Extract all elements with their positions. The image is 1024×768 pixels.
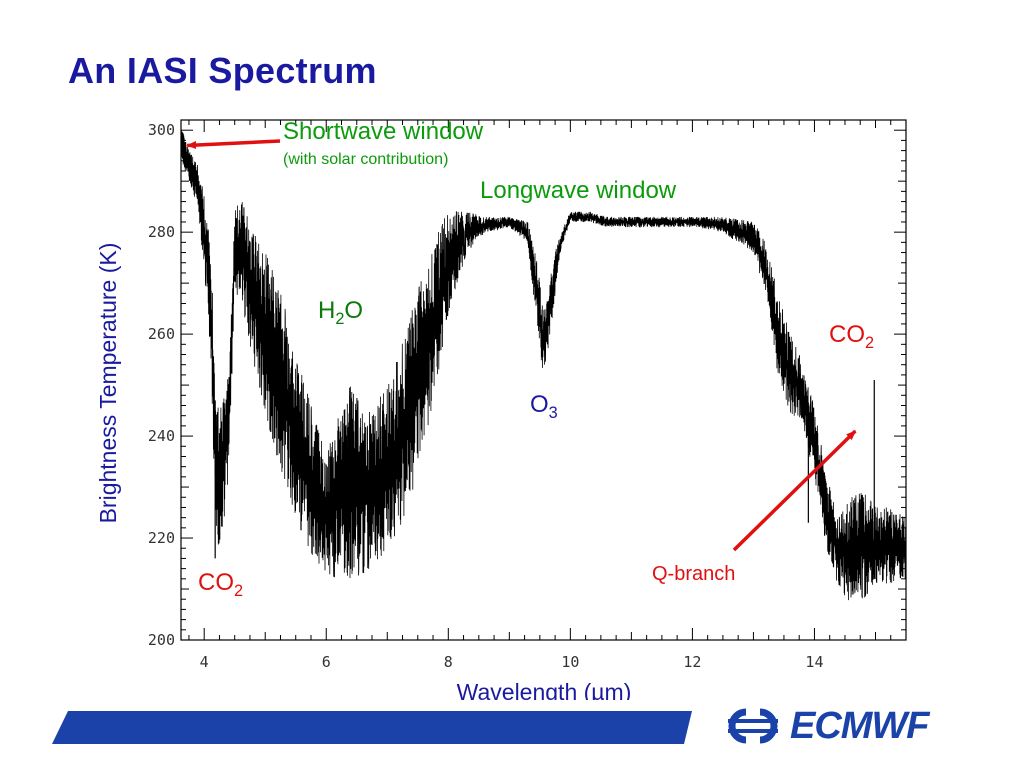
- series-layer: [180, 130, 907, 601]
- annotation-shortwave-arrow: [186, 139, 281, 150]
- x-axis-label: Wavelength (µm): [457, 679, 632, 700]
- x-tick-label: 6: [322, 653, 331, 671]
- x-tick-label: 10: [561, 653, 579, 671]
- annotation-o3-text: O: [530, 391, 549, 418]
- spectrum-chart: 4 6 8 10 12 14 200 220 240 260 280 300 Shortwave wi…: [95, 118, 907, 700]
- y-tick-label: 300: [148, 121, 175, 139]
- x-tick-label: 8: [444, 653, 453, 671]
- x-tick-label: 12: [683, 653, 701, 671]
- page-title: An IASI Spectrum: [68, 50, 377, 91]
- annotation-h2o: H2O: [318, 297, 363, 328]
- y-axis-label: Brightness Temperature (K): [95, 243, 121, 524]
- annotation-h2o-subscript: 2: [335, 310, 344, 328]
- plot-frame: [180, 119, 907, 641]
- annotation-co2-right-subscript: 2: [865, 334, 874, 352]
- annotation-co2-left-subscript: 2: [234, 582, 243, 600]
- annotation-h2o-tail: O: [344, 297, 363, 324]
- y-tick-label: 200: [148, 631, 175, 649]
- annotation-shortwave-sub: (with solar contribution): [283, 151, 448, 168]
- spectrum-line: [180, 130, 907, 601]
- annotation-co2-left-text: CO: [198, 569, 234, 596]
- x-tick-label: 14: [805, 653, 823, 671]
- annotation-co2-right-text: CO: [829, 321, 865, 348]
- axis-ticks: 4 6 8 10 12 14 200 220 240 260 280 300: [148, 119, 907, 671]
- annotation-co2-left: CO2: [198, 569, 243, 600]
- annotation-shortwave-text: Shortwave window: [283, 118, 484, 145]
- ecmwf-logo: ECMWF: [720, 703, 960, 749]
- annotation-co2-right: CO2: [829, 321, 874, 352]
- annotation-longwave: Longwave window: [480, 177, 677, 204]
- plot-border: [180, 119, 907, 641]
- annotation-qbranch: Q-branch: [652, 563, 735, 585]
- y-tick-label: 280: [148, 223, 175, 241]
- footer-bar: [52, 711, 692, 744]
- x-tick-label: 4: [200, 653, 209, 671]
- ecmwf-mark-icon: [728, 708, 778, 744]
- annotations: Shortwave window (with solar contribution…: [186, 118, 874, 600]
- annotation-o3-subscript: 3: [549, 404, 558, 422]
- annotation-h2o-text: H: [318, 297, 335, 324]
- annotation-qbranch-arrow: [732, 429, 857, 552]
- y-tick-label: 240: [148, 427, 175, 445]
- y-tick-label: 220: [148, 529, 175, 547]
- annotation-shortwave: Shortwave window: [283, 118, 484, 145]
- annotation-longwave-text: Longwave window: [480, 177, 677, 204]
- annotation-o3: O3: [530, 391, 558, 422]
- y-tick-label: 260: [148, 325, 175, 343]
- logo-text: ECMWF: [790, 705, 930, 747]
- annotation-qbranch-text: Q-branch: [652, 563, 735, 585]
